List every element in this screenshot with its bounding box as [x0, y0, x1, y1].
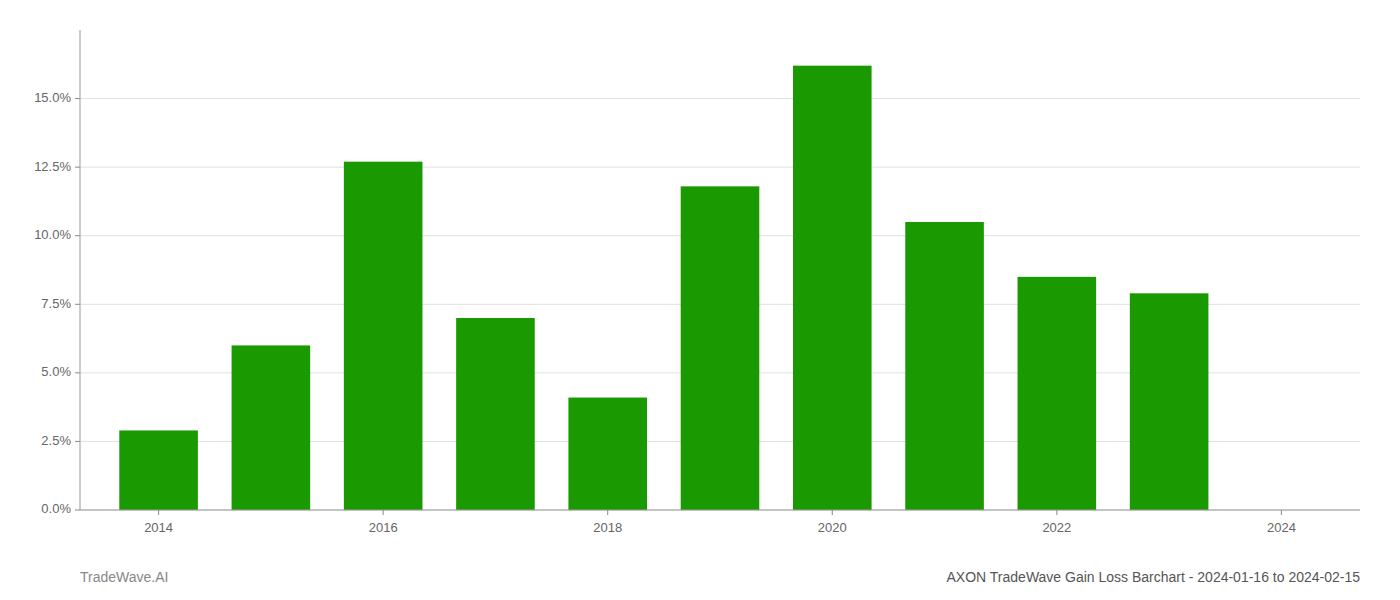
bar	[232, 345, 311, 510]
y-tick	[75, 441, 80, 442]
y-tick-label: 15.0%	[34, 90, 71, 105]
y-tick	[75, 510, 80, 511]
x-tick	[1281, 510, 1282, 515]
bars	[119, 66, 1208, 510]
grid: 0.0% 2.5% 5.0% 7.5% 10.0% 12.5% 15.0%	[34, 90, 1360, 516]
chart: 0.0%2.5%5.0%7.5%10.0%12.5%15.0%201420162…	[0, 0, 1400, 600]
y-axis-line	[80, 30, 81, 510]
y-tick	[75, 372, 80, 373]
y-tick-label: 5.0%	[41, 364, 71, 379]
y-tick	[75, 167, 80, 168]
bar	[793, 66, 872, 510]
bar	[905, 222, 984, 510]
x-tick	[1056, 510, 1057, 515]
axes: 2014 2016 2018 2020 2022 2024	[80, 30, 1360, 535]
x-axis-line	[80, 510, 1360, 511]
bar	[344, 162, 423, 510]
bar	[568, 398, 647, 510]
y-tick-label: 2.5%	[41, 433, 71, 448]
bar	[1130, 293, 1209, 510]
y-tick-label: 0.0%	[41, 501, 71, 516]
y-tick-label: 10.0%	[34, 227, 71, 242]
y-tick	[75, 98, 80, 99]
y-tick	[75, 235, 80, 236]
x-tick	[383, 510, 384, 515]
y-tick-label: 7.5%	[41, 296, 71, 311]
x-tick-label: 2018	[593, 520, 622, 535]
x-tick-label: 2016	[369, 520, 398, 535]
watermark: TradeWave.AI	[80, 569, 168, 585]
x-tick	[158, 510, 159, 515]
y-tick	[75, 304, 80, 305]
y-tick-label: 12.5%	[34, 159, 71, 174]
grid-line	[80, 510, 1360, 511]
bar	[119, 430, 198, 510]
grid-line	[80, 167, 1360, 168]
bar	[456, 318, 535, 510]
x-tick-label: 2014	[144, 520, 173, 535]
grid-line	[80, 98, 1360, 99]
x-tick	[607, 510, 608, 515]
bar	[1018, 277, 1097, 510]
title: AXON TradeWave Gain Loss Barchart - 2024…	[947, 569, 1361, 585]
x-tick-label: 2020	[818, 520, 847, 535]
x-tick-label: 2024	[1267, 520, 1296, 535]
x-tick-label: 2022	[1042, 520, 1071, 535]
bar	[681, 186, 760, 510]
x-tick	[832, 510, 833, 515]
